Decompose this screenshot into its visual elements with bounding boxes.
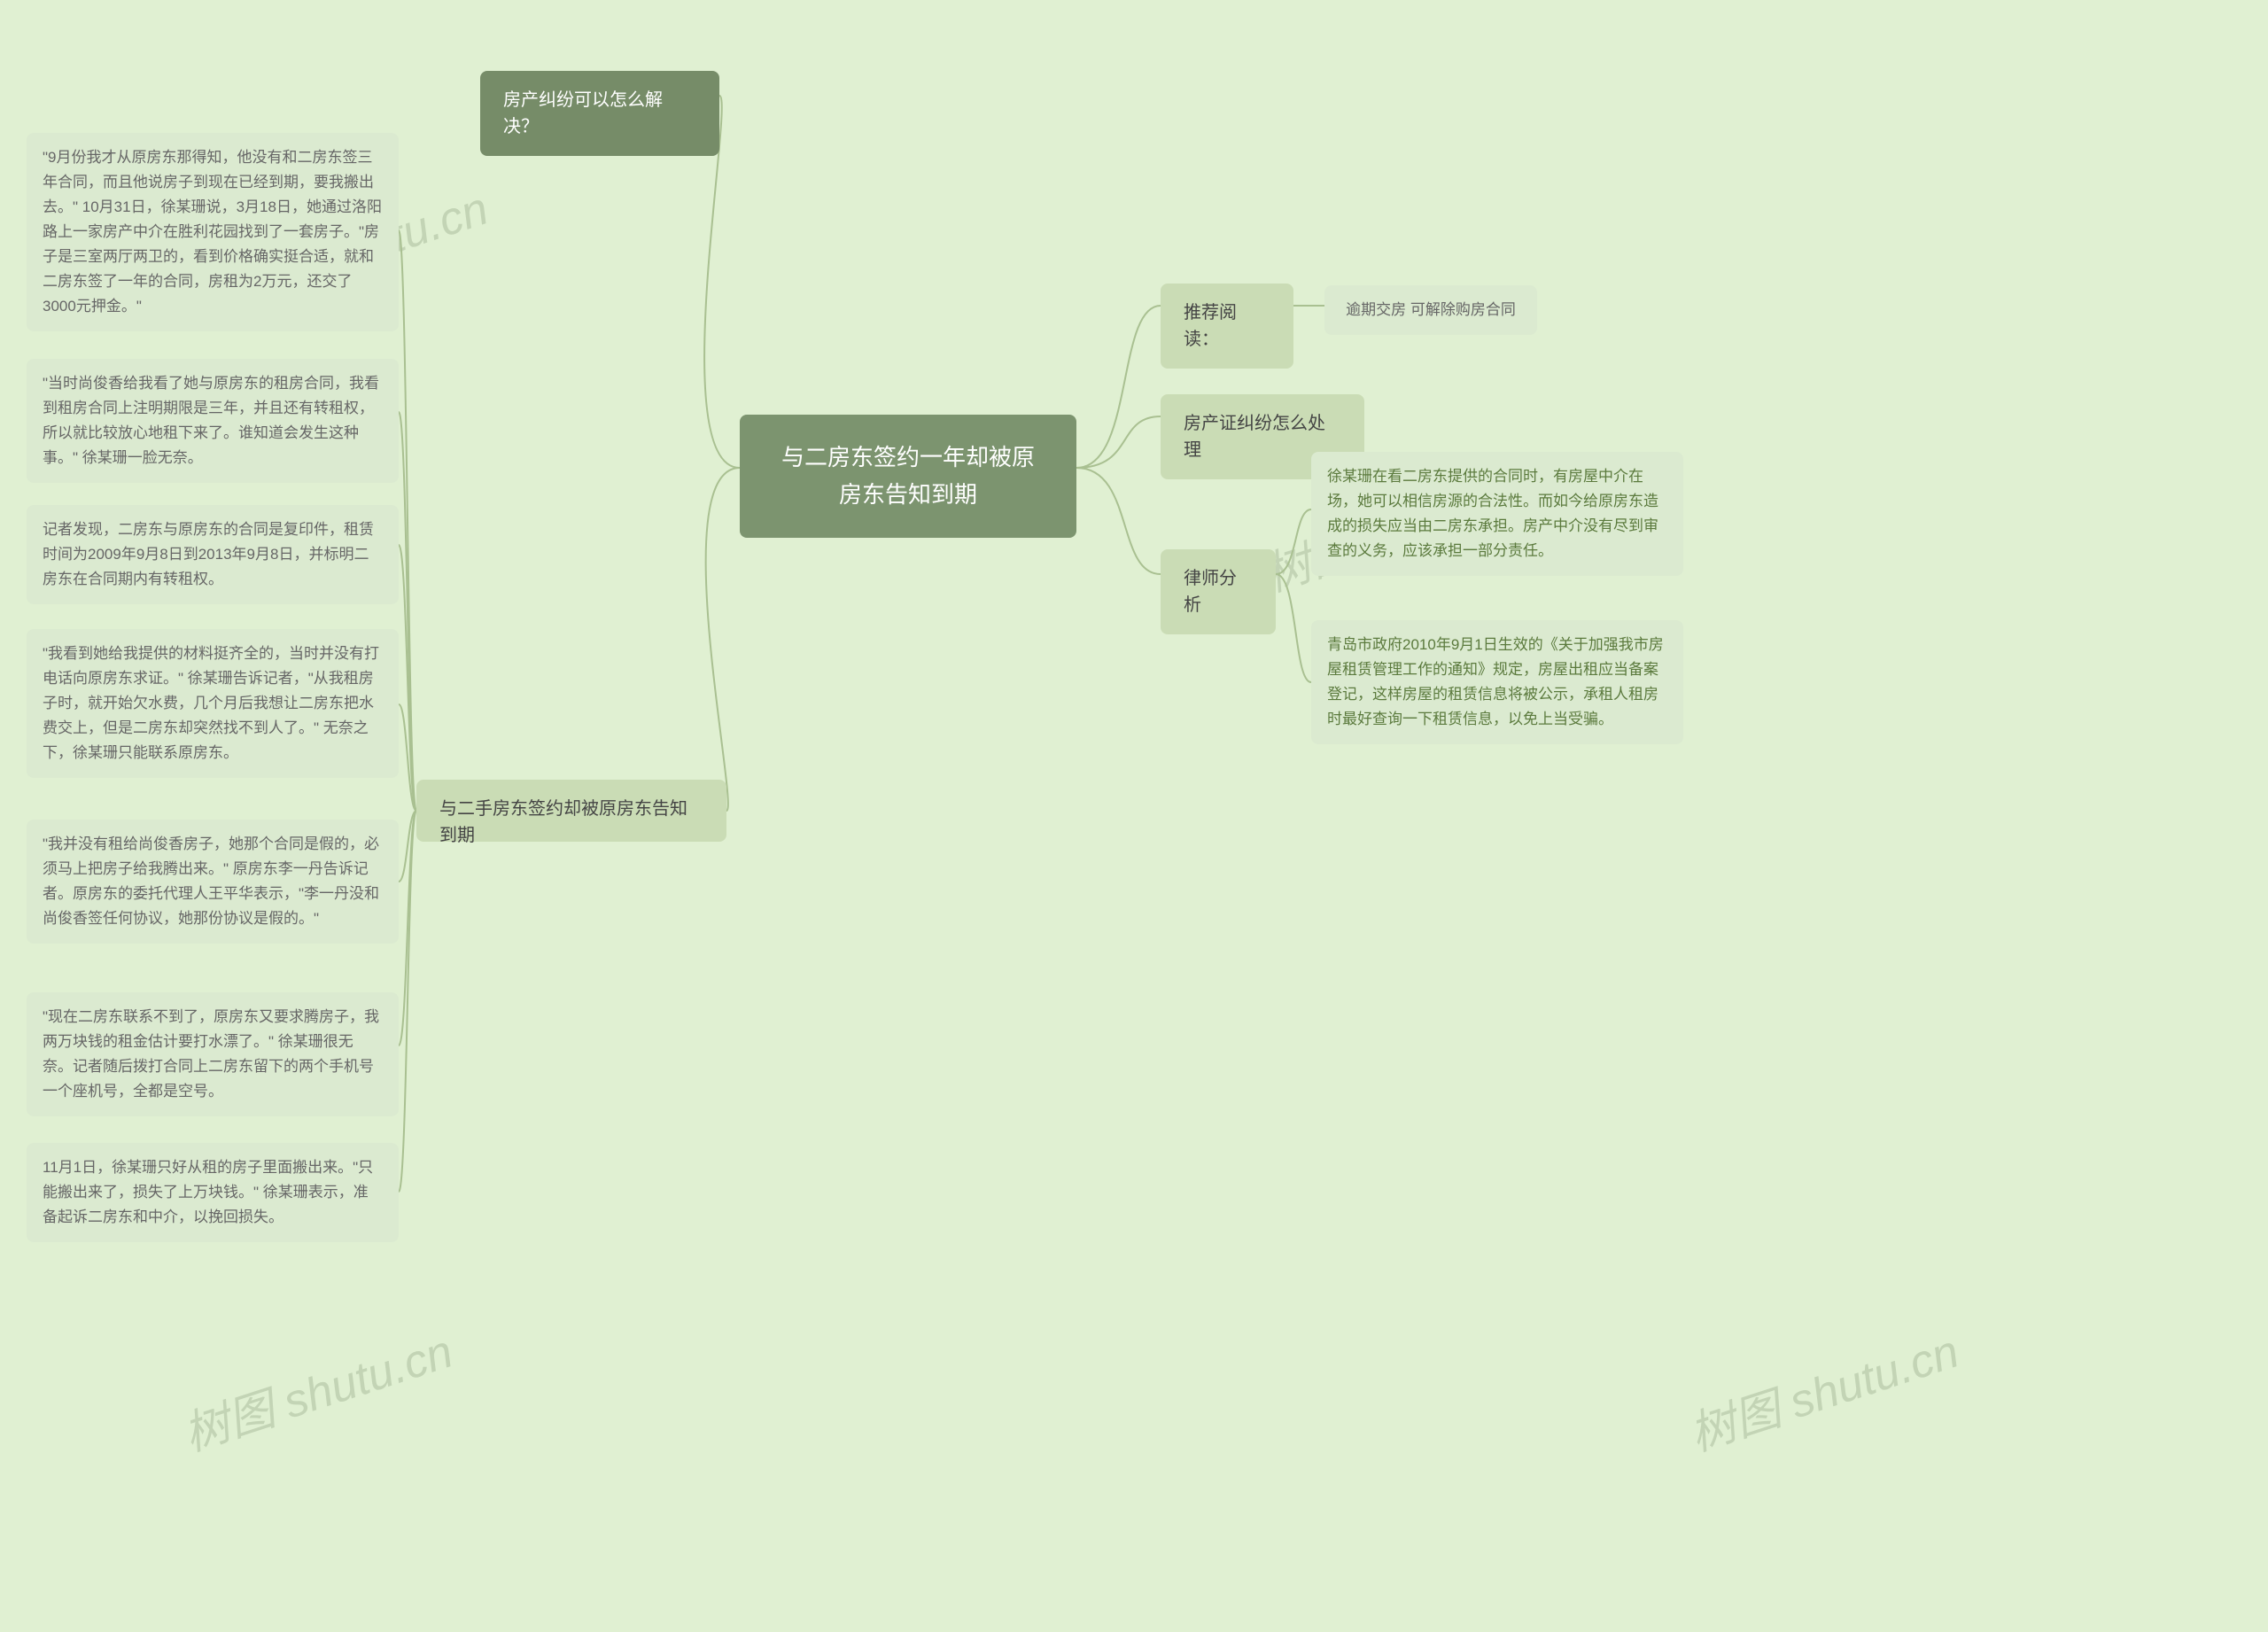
leaf-text: "9月份我才从原房东那得知，他没有和二房东签三年合同，而且他说房子到现在已经到期… [43,145,383,319]
leaf-text: 逾期交房 可解除购房合同 [1346,298,1516,323]
root-node[interactable]: 与二房东签约一年却被原房东告知到期 [740,415,1076,538]
leaf-text: 徐某珊在看二房东提供的合同时，有房屋中介在场，她可以相信房源的合法性。而如今给原… [1327,464,1667,563]
left-leaf-4[interactable]: "我并没有租给尚俊香房子，她那个合同是假的，必须马上把房子给我腾出来。" 原房东… [27,820,399,944]
left-sub1-label: 房产纠纷可以怎么解决？ [503,87,696,140]
left-leaf-5[interactable]: "现在二房东联系不到了，原房东又要求腾房子，我两万块钱的租金估计要打水漂了。" … [27,992,399,1116]
leaf-text: "当时尚俊香给我看了她与原房东的租房合同，我看到租房合同上注明期限是三年，并且还… [43,371,383,470]
leaf-text: "我并没有租给尚俊香房子，她那个合同是假的，必须马上把房子给我腾出来。" 原房东… [43,832,383,931]
left-sub1[interactable]: 房产纠纷可以怎么解决？ [480,71,719,156]
leaf-text: 11月1日，徐某珊只好从租的房子里面搬出来。"只能搬出来了，损失了上万块钱。" … [43,1155,383,1230]
right-sub1-child[interactable]: 逾期交房 可解除购房合同 [1324,285,1537,335]
right-sub1[interactable]: 推荐阅读： [1161,284,1293,369]
left-leaf-3[interactable]: "我看到她给我提供的材料挺齐全的，当时并没有打电话向原房东求证。" 徐某珊告诉记… [27,629,399,778]
left-leaf-6[interactable]: 11月1日，徐某珊只好从租的房子里面搬出来。"只能搬出来了，损失了上万块钱。" … [27,1143,399,1242]
root-label: 与二房东签约一年却被原房东告知到期 [772,439,1045,513]
right-sub3-label: 律师分析 [1184,565,1253,618]
left-sub2[interactable]: 与二手房东签约却被原房东告知到期 [416,780,726,842]
right-sub3[interactable]: 律师分析 [1161,549,1276,634]
leaf-text: "现在二房东联系不到了，原房东又要求腾房子，我两万块钱的租金估计要打水漂了。" … [43,1005,383,1104]
leaf-text: 记者发现，二房东与原房东的合同是复印件，租赁时间为2009年9月8日到2013年… [43,517,383,592]
left-leaf-1[interactable]: "当时尚俊香给我看了她与原房东的租房合同，我看到租房合同上注明期限是三年，并且还… [27,359,399,483]
left-leaf-0[interactable]: "9月份我才从原房东那得知，他没有和二房东签三年合同，而且他说房子到现在已经到期… [27,133,399,331]
leaf-text: "我看到她给我提供的材料挺齐全的，当时并没有打电话向原房东求证。" 徐某珊告诉记… [43,641,383,765]
left-leaf-2[interactable]: 记者发现，二房东与原房东的合同是复印件，租赁时间为2009年9月8日到2013年… [27,505,399,604]
right-sub3-child-1[interactable]: 青岛市政府2010年9月1日生效的《关于加强我市房屋租赁管理工作的通知》规定，房… [1311,620,1683,744]
right-sub1-label: 推荐阅读： [1184,299,1270,353]
left-sub2-label: 与二手房东签约却被原房东告知到期 [439,796,703,849]
right-sub3-child-0[interactable]: 徐某珊在看二房东提供的合同时，有房屋中介在场，她可以相信房源的合法性。而如今给原… [1311,452,1683,576]
watermark: 树图 shutu.cn [174,1314,460,1464]
leaf-text: 青岛市政府2010年9月1日生效的《关于加强我市房屋租赁管理工作的通知》规定，房… [1327,633,1667,732]
watermark: 树图 shutu.cn [1680,1314,1966,1464]
